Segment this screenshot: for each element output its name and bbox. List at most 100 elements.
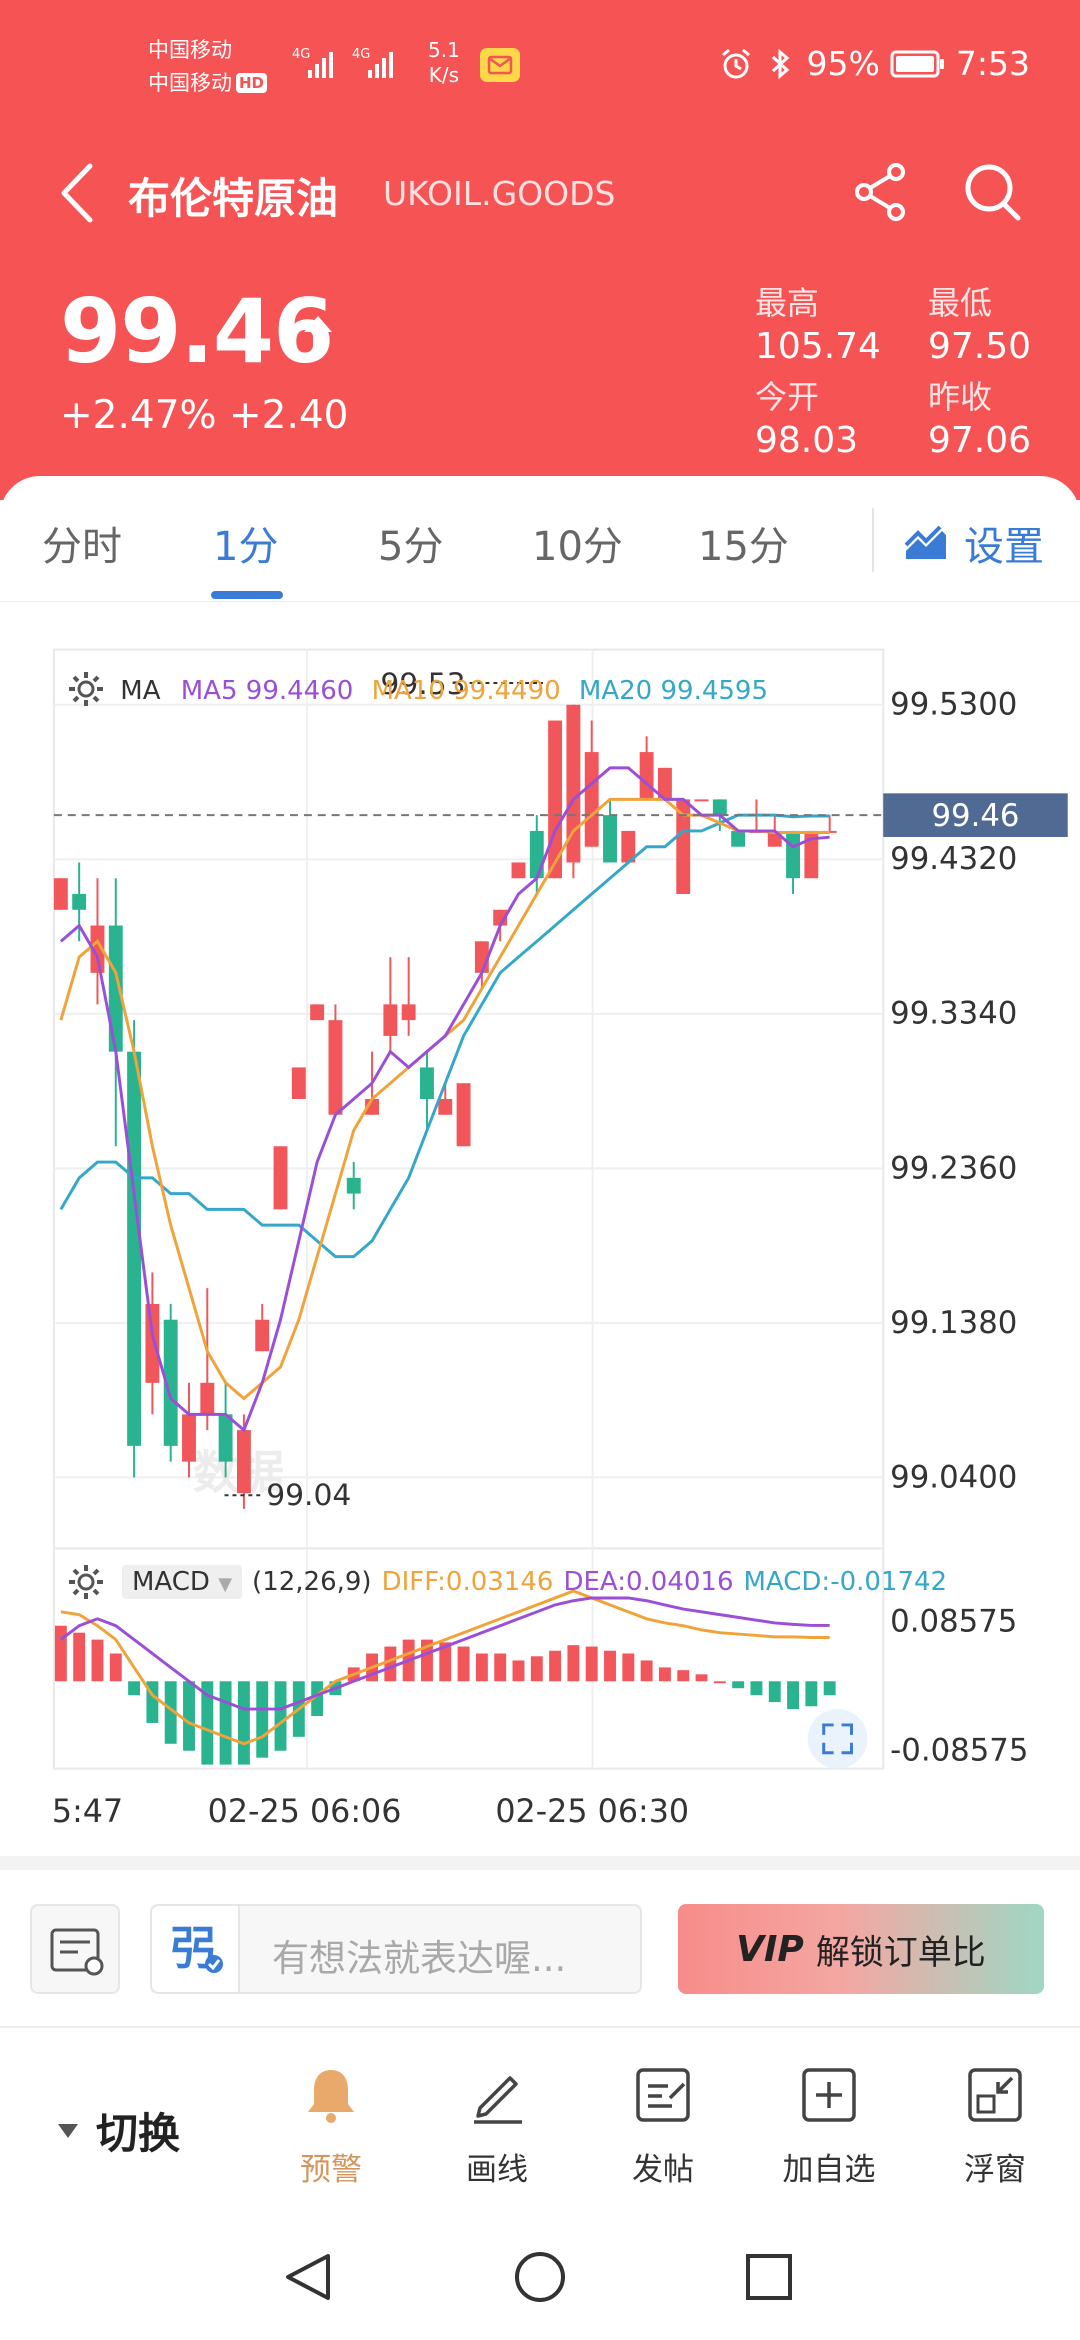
share-icon[interactable] xyxy=(852,160,908,224)
switch-button[interactable]: 切换 xyxy=(58,2100,180,2161)
tab-5min[interactable]: 5分 xyxy=(378,524,444,570)
prev-close-value: 97.06 xyxy=(928,420,1032,461)
fullscreen-icon[interactable] xyxy=(807,1709,868,1769)
tab-15min[interactable]: 15分 xyxy=(698,524,789,570)
macd-bar xyxy=(732,1681,745,1689)
macd-bar xyxy=(512,1660,525,1682)
period-tabs: 分时 1分 5分 10分 15分 设置 xyxy=(0,476,1080,602)
tab-timeshare[interactable]: 分时 xyxy=(42,524,122,570)
add-watchlist-button[interactable]: 加自选 xyxy=(754,2064,904,2189)
news-card-icon xyxy=(50,1928,104,1976)
section-separator xyxy=(0,1856,1080,1870)
ma5-legend: MA5 99.4460 xyxy=(180,676,354,706)
tab-10min[interactable]: 10分 xyxy=(532,524,623,570)
post-button[interactable]: 发帖 xyxy=(588,2064,738,2189)
indicator-dropdown[interactable]: MACD ▼ xyxy=(122,1565,243,1599)
candle-body xyxy=(291,1067,306,1099)
candle-body xyxy=(511,862,526,879)
header: 中国移动 中国移动 HD 4G 4G 5.1 K/s 95% 7:53 布伦特原油… xyxy=(0,0,1080,500)
candle-body xyxy=(584,752,599,847)
switch-label: 切换 xyxy=(96,2109,181,2158)
candle-body xyxy=(420,1067,434,1099)
macd-bar xyxy=(91,1639,104,1682)
float-window-button[interactable]: 浮窗 xyxy=(920,2064,1070,2189)
candle-body xyxy=(255,1319,270,1352)
candle-body xyxy=(328,1020,343,1115)
candle-body xyxy=(53,878,68,910)
current-price-label: 99.46 xyxy=(931,798,1019,834)
search-icon[interactable] xyxy=(962,160,1024,224)
macd-bar xyxy=(658,1667,671,1682)
open-label: 今开 xyxy=(755,378,820,416)
macd-bar xyxy=(457,1646,470,1682)
macd-bar xyxy=(219,1681,232,1765)
macd-bar xyxy=(128,1681,141,1696)
y-tick-label: 99.2360 xyxy=(890,1150,1017,1186)
x-tick-label: 02-25 06:30 xyxy=(495,1794,689,1830)
carrier-1: 中国移动 xyxy=(148,38,232,62)
macd-bar xyxy=(823,1681,836,1696)
tab-1min[interactable]: 1分 xyxy=(213,524,279,570)
candle-body xyxy=(456,1083,471,1147)
candle-body xyxy=(712,799,727,816)
macd-tick-label: -0.08575 xyxy=(890,1733,1028,1769)
chart-settings-button[interactable]: 设置 xyxy=(904,514,1044,572)
candle-body xyxy=(603,815,617,863)
alert-label: 预警 xyxy=(300,2152,362,2188)
hd-badge: HD xyxy=(236,73,268,93)
tab-divider xyxy=(872,508,874,572)
kline-chart[interactable]: 99.5300 99.4320 99.3340 99.2360 99.1380 99.04… xyxy=(0,600,1080,1840)
candle-body xyxy=(72,893,87,910)
price-change: +2.47% +2.40 xyxy=(60,393,349,438)
nav-home-icon[interactable] xyxy=(515,2252,565,2302)
speed-value: 5.1 xyxy=(428,38,460,62)
indicator-name: MACD xyxy=(132,1567,210,1597)
post-label: 发帖 xyxy=(632,2152,694,2188)
back-arrow-icon[interactable] xyxy=(56,160,100,226)
signal-icon: 4G 4G xyxy=(292,47,393,78)
macd-bar xyxy=(567,1645,580,1682)
macd-bar xyxy=(695,1674,708,1682)
macd-bar xyxy=(73,1632,86,1682)
prev-close-label: 昨收 xyxy=(928,378,993,416)
low-marker-label: 99.04 xyxy=(266,1478,351,1513)
y-tick-label: 99.0400 xyxy=(890,1459,1017,1495)
candle-body xyxy=(804,830,819,879)
candle-body xyxy=(90,925,105,973)
macd-bar xyxy=(439,1642,452,1682)
candle-body xyxy=(621,830,636,863)
macd-bar xyxy=(256,1681,269,1758)
comment-input[interactable]: 弜 有想法就表达喔... xyxy=(150,1904,642,1994)
ma-legend: MA MA5 99.4460 MA10 99.4490 MA20 99.4595 xyxy=(66,669,768,709)
system-navigation-bar xyxy=(286,2252,792,2302)
news-card-button[interactable] xyxy=(30,1904,120,1994)
active-tab-indicator xyxy=(211,591,283,599)
chart-frame xyxy=(52,648,885,1770)
macd-bar xyxy=(109,1653,122,1682)
battery-icon xyxy=(890,50,944,77)
macd-settings-gear-icon[interactable] xyxy=(66,1562,106,1602)
macd-bar xyxy=(311,1681,324,1716)
macd-bar xyxy=(183,1681,195,1751)
fullscreen-bg xyxy=(807,1709,868,1769)
carrier-2: 中国移动 xyxy=(148,71,232,95)
macd-bar xyxy=(640,1660,653,1682)
alert-button[interactable]: 预警 xyxy=(256,2064,406,2189)
high-label: 最高 xyxy=(755,284,820,322)
macd-bar xyxy=(622,1653,635,1682)
candle-body xyxy=(529,830,544,879)
candle-body xyxy=(236,1430,251,1494)
unlock-order-ratio-button[interactable]: VIP 解锁订单比 xyxy=(678,1904,1044,1994)
candle-body xyxy=(694,799,709,802)
diff-legend: DIFF:0.03146 xyxy=(381,1567,554,1597)
macd-bar xyxy=(787,1681,800,1710)
nav-recents-icon[interactable] xyxy=(746,2254,792,2300)
ma-settings-gear-icon[interactable] xyxy=(66,669,106,709)
candle-body xyxy=(731,830,746,847)
add-watchlist-label: 加自选 xyxy=(782,2152,876,2188)
nav-back-icon[interactable] xyxy=(286,2254,330,2300)
high-value: 105.74 xyxy=(755,326,881,367)
draw-line-button[interactable]: 画线 xyxy=(422,2064,572,2189)
x-tick-label: 02-25 06:06 xyxy=(208,1794,402,1830)
bell-icon xyxy=(308,2070,354,2123)
